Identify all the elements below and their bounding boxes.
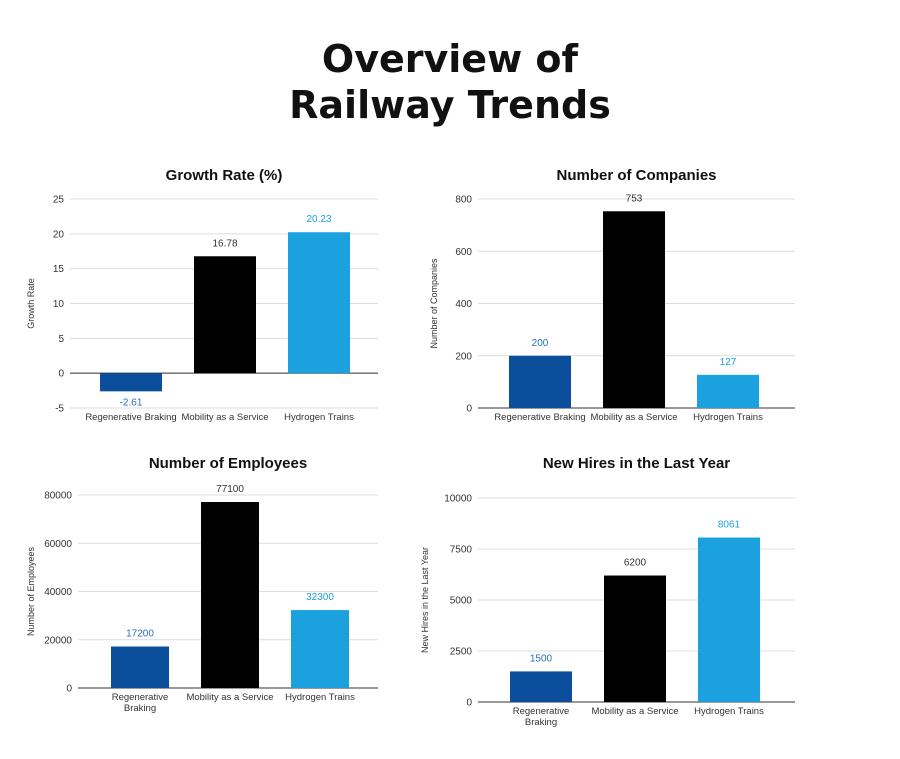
y-tick-label: 0 [466,698,472,709]
category-label-regenerative-braking: Regenerative Braking [494,412,585,423]
y-tick-label: 200 [455,351,472,362]
y-axis-label: Growth Rate [26,278,36,329]
data-label-mobility-as-a-service: 753 [626,193,643,204]
y-tick-label: 0 [66,684,72,695]
data-label-hydrogen-trains: 8061 [718,520,741,531]
y-tick-label: 0 [466,404,472,415]
y-tick-label: 0 [58,369,64,380]
data-label-regenerative-braking: 1500 [530,653,553,664]
y-tick-label: 5 [58,334,64,345]
chart-title: Growth Rate (%) [166,167,283,184]
bar-regenerative-braking [100,373,162,392]
page-title: Overview of Railway Trends [0,36,900,128]
y-tick-label: 400 [455,299,472,310]
bar-regenerative-braking [111,646,169,688]
bar-mobility-as-a-service [201,501,259,688]
page-title-line-1: Overview of [321,37,579,81]
chart-title: Number of Companies [556,167,716,184]
data-label-hydrogen-trains: 127 [720,357,737,368]
data-label-mobility-as-a-service: 16.78 [212,238,237,249]
bar-hydrogen-trains [288,232,350,374]
bar-mobility-as-a-service [194,256,256,374]
data-label-regenerative-braking: 17200 [126,629,154,640]
y-tick-label: 20 [53,229,65,240]
y-tick-label: 5000 [450,596,473,607]
chart-title: Number of Employees [149,455,307,472]
category-label-mobility-as-a-service: Mobility as a Service [590,412,677,423]
category-label-mobility-as-a-service: Mobility as a Service [181,412,268,423]
bar-hydrogen-trains [697,374,759,408]
category-label-hydrogen-trains: Hydrogen Trains [285,692,355,703]
bar-mobility-as-a-service [604,575,666,702]
y-tick-label: 15 [53,264,65,275]
chart-title: New Hires in the Last Year [543,455,730,472]
category-label-hydrogen-trains: Hydrogen Trains [693,412,763,423]
bar-mobility-as-a-service [603,211,665,408]
y-tick-label: 7500 [450,545,473,556]
bar-regenerative-braking [509,355,571,408]
category-label-hydrogen-trains: Hydrogen Trains [284,412,354,423]
y-axis-label: Number of Companies [429,258,439,349]
y-tick-label: 600 [455,247,472,258]
bar-hydrogen-trains [698,537,760,702]
y-tick-label: 60000 [44,539,72,550]
data-label-regenerative-braking: -2.61 [120,397,143,408]
bar-regenerative-braking [510,671,572,702]
y-tick-label: 20000 [44,635,72,646]
data-label-regenerative-braking: 200 [532,338,549,349]
category-label-regenerative-braking: Braking [525,717,557,728]
bar-hydrogen-trains [291,610,349,688]
data-label-mobility-as-a-service: 77100 [216,484,244,495]
category-label-regenerative-braking: Braking [124,703,156,714]
y-tick-label: 80000 [44,491,72,502]
y-tick-label: 10000 [444,494,472,505]
y-tick-label: 800 [455,195,472,206]
y-axis-label: Number of Employees [26,546,36,636]
y-axis-label: New Hires in the Last Year [420,547,430,653]
category-label-hydrogen-trains: Hydrogen Trains [694,706,764,717]
data-label-hydrogen-trains: 32300 [306,592,334,603]
category-label-regenerative-braking: Regenerative Braking [85,412,176,423]
y-tick-label: 40000 [44,587,72,598]
category-label-regenerative-braking: Regenerative [513,706,570,717]
data-label-hydrogen-trains: 20.23 [306,214,331,225]
y-tick-label: 2500 [450,647,473,658]
y-tick-label: -5 [55,404,64,415]
category-label-mobility-as-a-service: Mobility as a Service [186,692,273,703]
data-label-mobility-as-a-service: 6200 [624,558,647,569]
y-tick-label: 25 [53,195,65,206]
category-label-regenerative-braking: Regenerative [112,692,169,703]
page-title-line-2: Railway Trends [289,83,611,127]
y-tick-label: 10 [53,299,65,310]
category-label-mobility-as-a-service: Mobility as a Service [591,706,678,717]
